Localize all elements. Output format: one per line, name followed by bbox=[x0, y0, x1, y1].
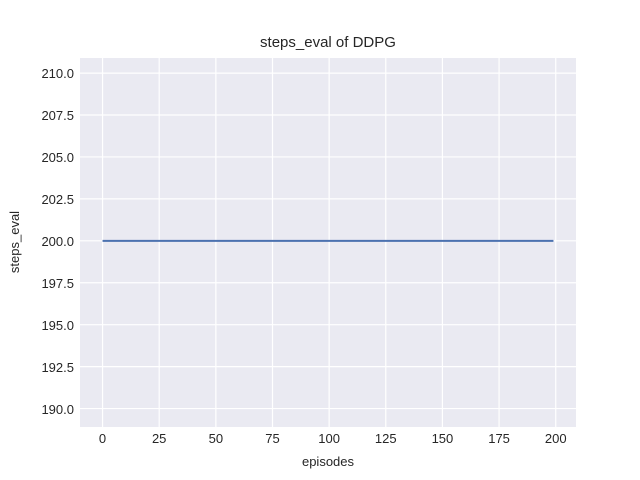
y-tick-label: 210.0 bbox=[41, 66, 74, 82]
chart-title: steps_eval of DDPG bbox=[260, 34, 396, 51]
y-tick-label: 200.0 bbox=[41, 233, 74, 249]
plot-background bbox=[80, 58, 576, 427]
x-tick-label: 200 bbox=[544, 431, 567, 446]
plot-area bbox=[80, 58, 576, 427]
y-tick-label: 197.5 bbox=[41, 275, 74, 291]
x-axis-label: episodes bbox=[301, 454, 355, 469]
plot-canvas bbox=[80, 58, 576, 427]
y-axis-label: steps_eval bbox=[7, 210, 22, 274]
x-tick-label: 125 bbox=[374, 431, 397, 446]
y-tick-label: 190.0 bbox=[41, 401, 74, 417]
x-tick-label: 50 bbox=[208, 431, 224, 446]
x-tick-label: 75 bbox=[265, 431, 280, 446]
x-tick-label: 150 bbox=[431, 431, 454, 446]
y-tick-label: 202.5 bbox=[41, 191, 74, 207]
y-tick-label: 192.5 bbox=[41, 359, 74, 375]
x-tick-label: 100 bbox=[318, 431, 340, 446]
x-tick-label: 25 bbox=[151, 431, 167, 446]
y-tick-label: 195.0 bbox=[41, 317, 74, 333]
x-tick-label: 0 bbox=[98, 431, 107, 446]
y-tick-label: 205.0 bbox=[41, 149, 74, 165]
y-tick-label: 207.5 bbox=[41, 108, 74, 124]
x-tick-label: 175 bbox=[488, 431, 510, 446]
